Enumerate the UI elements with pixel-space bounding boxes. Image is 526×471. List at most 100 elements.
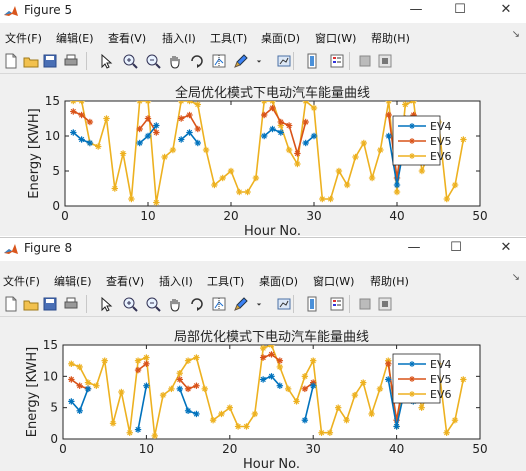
- data-point-ev6: [284, 385, 292, 393]
- menu-tools[interactable]: 工具(T): [207, 275, 245, 288]
- data-point-ev5: [301, 385, 309, 393]
- brush-icon[interactable]: [232, 52, 250, 70]
- menu-help[interactable]: 帮助(H): [371, 32, 410, 45]
- link-plot-icon[interactable]: [275, 52, 293, 70]
- data-cursor-icon[interactable]: [210, 295, 228, 313]
- maximize-button[interactable]: ☐: [454, 2, 466, 17]
- link-plot-icon[interactable]: [275, 295, 293, 313]
- new-figure-icon[interactable]: [2, 52, 20, 70]
- menu-window[interactable]: 窗口(W): [315, 32, 357, 45]
- y-tick-label: 15: [43, 338, 58, 352]
- data-point-ev6: [119, 150, 127, 157]
- data-point-ev5: [268, 351, 275, 358]
- toolbar-separator: [86, 295, 87, 313]
- close-button[interactable]: ✕: [500, 2, 512, 17]
- x-tick-label: 40: [389, 442, 404, 456]
- legend-icon[interactable]: [328, 52, 346, 70]
- chart-title: 局部优化模式下电动汽车能量曲线: [174, 329, 369, 345]
- menu-tools[interactable]: 工具(T): [210, 32, 248, 45]
- window-title: Figure 8: [24, 241, 73, 255]
- data-point-ev6: [227, 167, 235, 175]
- show-plot-tools-icon[interactable]: [376, 52, 394, 70]
- colorbar-icon[interactable]: [303, 295, 321, 313]
- maximize-button[interactable]: ☐: [450, 240, 462, 255]
- data-point-ev6: [276, 363, 284, 371]
- menu-edit[interactable]: 编辑(E): [56, 32, 94, 45]
- axes-area[interactable]: 0 10 20 30 40 50 0 5 10 15 全局优化模式下电动汽车能量曲线 Hour No.…: [0, 0, 526, 236]
- zoom-out-icon[interactable]: [144, 295, 162, 313]
- title-bar[interactable]: Figure 5 — ☐ ✕: [0, 0, 526, 23]
- rotate-3d-icon[interactable]: [188, 52, 206, 70]
- data-point-ev6: [418, 404, 425, 411]
- menu-edit[interactable]: 编辑(E): [54, 275, 92, 288]
- dock-arrow-icon[interactable]: ↘: [511, 272, 520, 283]
- data-point-ev4: [276, 382, 284, 389]
- zoom-out-icon[interactable]: [144, 52, 162, 70]
- open-file-icon[interactable]: [22, 52, 40, 70]
- y-tick-label: 10: [45, 129, 60, 143]
- zoom-in-icon[interactable]: [121, 295, 139, 313]
- menu-insert[interactable]: 插入(I): [162, 32, 196, 45]
- show-plot-tools-icon[interactable]: [376, 295, 394, 313]
- data-point-ev5: [78, 111, 85, 119]
- menu-window[interactable]: 窗口(W): [313, 275, 355, 288]
- hide-plot-tools-icon[interactable]: [356, 295, 374, 313]
- data-point-ev6: [368, 410, 375, 418]
- save-icon[interactable]: [41, 295, 59, 313]
- close-button[interactable]: ✕: [500, 240, 512, 255]
- window-title: Figure 5: [24, 3, 73, 17]
- legend-icon[interactable]: [328, 295, 346, 313]
- data-point-ev5: [294, 150, 301, 157]
- data-point-ev6: [261, 101, 268, 105]
- data-point-ev6: [126, 429, 133, 436]
- print-icon[interactable]: [62, 295, 80, 313]
- data-point-ev6: [293, 398, 300, 405]
- data-point-ev6: [159, 391, 167, 399]
- data-point-ev6: [443, 429, 450, 436]
- toolbar-separator: [349, 295, 350, 313]
- menu-desktop[interactable]: 桌面(D): [259, 275, 299, 288]
- minimize-button[interactable]: —: [409, 2, 423, 17]
- brush-dropdown-icon[interactable]: [254, 295, 262, 313]
- pointer-icon[interactable]: [96, 52, 114, 70]
- menu-desktop[interactable]: 桌面(D): [261, 32, 301, 45]
- menu-help[interactable]: 帮助(H): [370, 275, 409, 288]
- data-point-ev6: [68, 360, 75, 367]
- rotate-3d-icon[interactable]: [188, 295, 206, 313]
- brush-dropdown-icon[interactable]: [254, 52, 262, 70]
- data-cursor-icon[interactable]: [210, 52, 228, 70]
- legend-marker: [409, 391, 415, 397]
- data-point-ev6: [327, 195, 334, 203]
- brush-icon[interactable]: [232, 295, 250, 313]
- hide-plot-tools-icon[interactable]: [356, 52, 374, 70]
- data-point-ev4: [261, 132, 268, 140]
- new-figure-icon[interactable]: [2, 295, 20, 313]
- data-point-ev6: [168, 385, 175, 393]
- data-point-ev4: [310, 382, 317, 389]
- menu-file[interactable]: 文件(F): [3, 275, 40, 288]
- data-point-ev6: [194, 101, 201, 108]
- menu-file[interactable]: 文件(F): [5, 32, 42, 45]
- series-line-ev4: [304, 385, 314, 421]
- menu-insert[interactable]: 插入(I): [159, 275, 193, 288]
- zoom-in-icon[interactable]: [121, 52, 139, 70]
- data-point-ev6: [368, 174, 376, 182]
- menu-view[interactable]: 查看(V): [106, 275, 145, 288]
- dock-arrow-icon[interactable]: ↘: [511, 29, 520, 40]
- data-point-ev6: [385, 101, 392, 105]
- data-point-ev6: [244, 188, 251, 196]
- colorbar-icon[interactable]: [303, 52, 321, 70]
- axes-area[interactable]: 0 10 20 30 40 50 0 5 10 15 局部优化模式下电动汽车能量曲线 Hour No.…: [0, 238, 526, 471]
- data-point-ev6: [101, 357, 108, 364]
- open-file-icon[interactable]: [22, 295, 40, 313]
- pan-hand-icon[interactable]: [166, 52, 184, 70]
- title-bar[interactable]: Figure 8 — ☐ ✕: [0, 238, 526, 261]
- pointer-icon[interactable]: [96, 295, 114, 313]
- menu-view[interactable]: 查看(V): [108, 32, 147, 45]
- print-icon[interactable]: [62, 52, 80, 70]
- save-icon[interactable]: [41, 52, 59, 70]
- minimize-button[interactable]: —: [407, 240, 421, 255]
- data-point-ev6: [161, 153, 168, 161]
- pan-hand-icon[interactable]: [166, 295, 184, 313]
- data-point-ev5: [143, 360, 150, 367]
